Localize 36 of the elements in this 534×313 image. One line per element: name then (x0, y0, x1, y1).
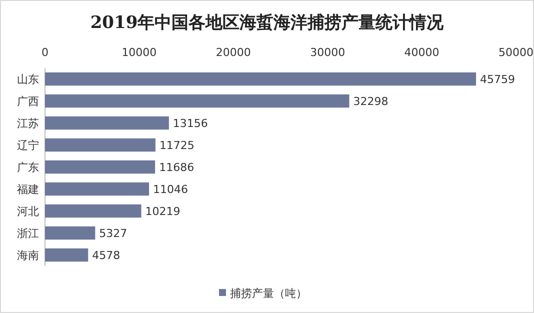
bar (45, 160, 156, 174)
y-tick-label: 山东 (17, 73, 39, 86)
y-tick-label: 辽宁 (17, 139, 39, 152)
x-tick-label: 20000 (216, 46, 251, 59)
y-tick-label: 福建 (17, 183, 39, 196)
legend: 捕捞产量（吨） (219, 287, 307, 300)
x-tick-label: 30000 (310, 46, 346, 59)
data-label: 11046 (153, 183, 188, 196)
bar (45, 72, 476, 86)
y-tick-label: 河北 (17, 205, 39, 218)
bar (45, 204, 142, 218)
y-tick-label: 江苏 (17, 117, 39, 130)
x-tick-label: 50000 (498, 46, 534, 59)
x-tick-label: 10000 (122, 46, 157, 59)
bar (45, 226, 96, 240)
y-tick-label: 广西 (17, 95, 39, 108)
data-label: 4578 (92, 249, 120, 262)
data-label: 45759 (480, 73, 516, 86)
data-label: 5327 (99, 227, 128, 240)
y-tick-label: 海南 (17, 249, 39, 262)
data-label: 10219 (145, 205, 180, 218)
bar (45, 116, 169, 130)
y-tick-label: 广东 (17, 161, 39, 174)
bar (45, 94, 350, 108)
x-tick-label: 40000 (404, 46, 440, 59)
bar (45, 182, 150, 196)
data-label: 11725 (159, 139, 194, 152)
y-tick-label: 浙江 (17, 227, 39, 240)
bar (45, 248, 88, 262)
chart-title: 2019年中国各地区海蜇海洋捕捞产量统计情况 (90, 13, 445, 33)
data-label: 11686 (159, 161, 194, 174)
bar (45, 138, 156, 152)
捕捞产量（吨）: 45759 32298 13156 11725 11686 11046 10219 5327 4578 (45, 72, 516, 262)
data-label: 13156 (172, 117, 208, 130)
x-tick-label: 0 (42, 46, 48, 59)
data-label: 32298 (353, 95, 388, 108)
